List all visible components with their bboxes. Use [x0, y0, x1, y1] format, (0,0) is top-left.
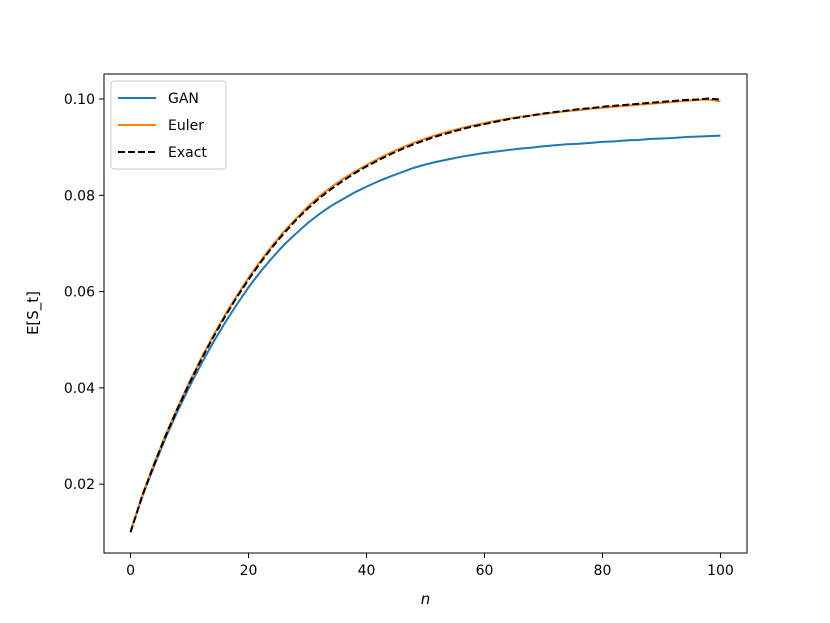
- x-tick-label: 80: [594, 563, 612, 579]
- y-tick-label: 0.06: [64, 285, 95, 301]
- plot-frame: [103, 73, 748, 554]
- legend-label-euler: Euler: [168, 118, 204, 134]
- y-tick-label: 0.02: [64, 477, 95, 493]
- x-tick-label: 0: [126, 563, 135, 579]
- y-tick-label: 0.04: [64, 381, 95, 397]
- series-line-exact: [129, 97, 721, 533]
- y-tick-label: 0.10: [64, 92, 95, 108]
- x-tick-label: 100: [707, 563, 734, 579]
- legend-label-gan: GAN: [168, 91, 199, 107]
- x-tick-label: 40: [358, 563, 376, 579]
- y-axis-ticks: 0.02 0.04 0.06 0.08 0.10: [64, 92, 104, 493]
- legend: GAN Euler Exact: [110, 80, 227, 170]
- y-axis-label: E[S_t]: [24, 291, 43, 335]
- series-line-gan: [129, 134, 721, 532]
- x-axis-label: n: [421, 590, 431, 608]
- legend-box: [110, 80, 227, 170]
- x-tick-label: 20: [240, 563, 258, 579]
- legend-label-exact: Exact: [168, 145, 207, 161]
- y-tick-label: 0.08: [64, 188, 95, 204]
- x-axis-ticks: 0 20 40 60 80 100: [126, 553, 734, 579]
- x-tick-label: 60: [476, 563, 494, 579]
- series-layer: [129, 97, 721, 533]
